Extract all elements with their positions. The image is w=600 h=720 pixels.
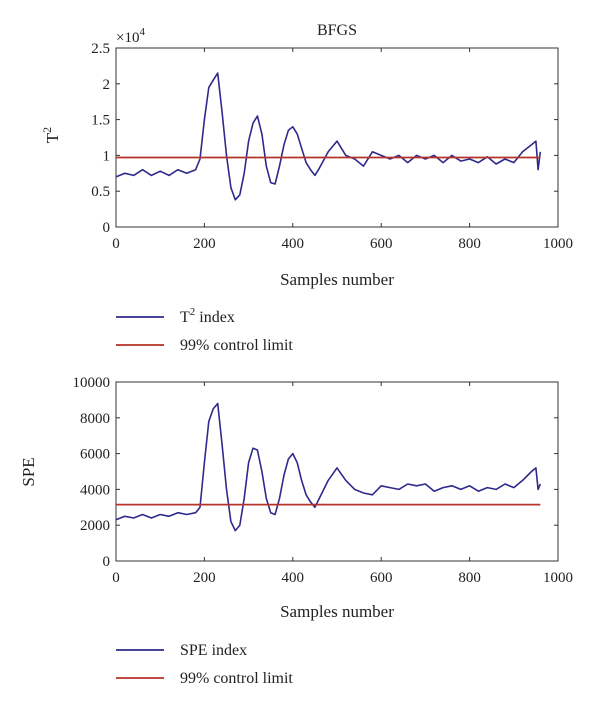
y-tick-label: 2.5 bbox=[91, 41, 110, 57]
y-tick-label: 1.5 bbox=[91, 113, 110, 129]
y-tick-label: 8000 bbox=[80, 411, 110, 427]
x-tick-label: 200 bbox=[193, 570, 216, 586]
x-tick-label: 1000 bbox=[543, 236, 573, 252]
y-tick-label: 0.5 bbox=[91, 184, 110, 200]
y-multiplier: ×104 bbox=[116, 26, 145, 46]
legend-label: 99% control limit bbox=[180, 670, 293, 687]
chart-title: BFGS bbox=[317, 22, 357, 39]
plot-frame bbox=[115, 47, 559, 228]
index-series-line bbox=[115, 402, 542, 532]
x-tick-label: 0 bbox=[112, 236, 120, 252]
x-tick-label: 0 bbox=[112, 570, 120, 586]
y-axis-label: SPE bbox=[19, 457, 38, 486]
x-axis-label: Samples number bbox=[280, 270, 394, 289]
spe-chart: SPE Samples number 0 200 400 600 800 10000200… bbox=[19, 375, 573, 687]
x-axis-label: Samples number bbox=[280, 602, 394, 621]
y-tick-label: 6000 bbox=[80, 447, 110, 463]
x-tick-label: 800 bbox=[458, 236, 481, 252]
y-tick-label: 0 bbox=[103, 554, 111, 570]
x-tick-label: 400 bbox=[282, 570, 305, 586]
y-tick-label: 4000 bbox=[80, 482, 110, 498]
x-tick-label: 800 bbox=[458, 570, 481, 586]
x-tick-label: 1000 bbox=[543, 570, 573, 586]
legend-label: 99% control limit bbox=[180, 337, 293, 354]
y-tick-label: 2000 bbox=[80, 518, 110, 534]
x-tick-label: 600 bbox=[370, 236, 393, 252]
legend-label: T2 index bbox=[180, 306, 235, 326]
x-tick-label: 400 bbox=[282, 236, 305, 252]
y-axis-label: T2 bbox=[40, 127, 62, 143]
plot-area: 0 200 400 600 800 1000 0 0.5 1 1.5 2 2.5 bbox=[91, 41, 573, 252]
y-tick-label: 10000 bbox=[73, 375, 111, 391]
index-series-line bbox=[115, 72, 542, 201]
plot-frame bbox=[115, 381, 559, 562]
x-tick-label: 200 bbox=[193, 236, 216, 252]
y-tick-label: 1 bbox=[103, 148, 111, 164]
legend: SPE index 99% control limit bbox=[116, 642, 293, 687]
legend-label: SPE index bbox=[180, 642, 247, 659]
y-tick-label: 0 bbox=[103, 220, 111, 236]
legend: T2 index 99% control limit bbox=[116, 306, 293, 354]
x-tick-label: 600 bbox=[370, 570, 393, 586]
y-tick-label: 2 bbox=[103, 77, 111, 93]
t2-chart: BFGS ×104 T2 Samples number 0 200 400 600 80… bbox=[40, 22, 573, 354]
